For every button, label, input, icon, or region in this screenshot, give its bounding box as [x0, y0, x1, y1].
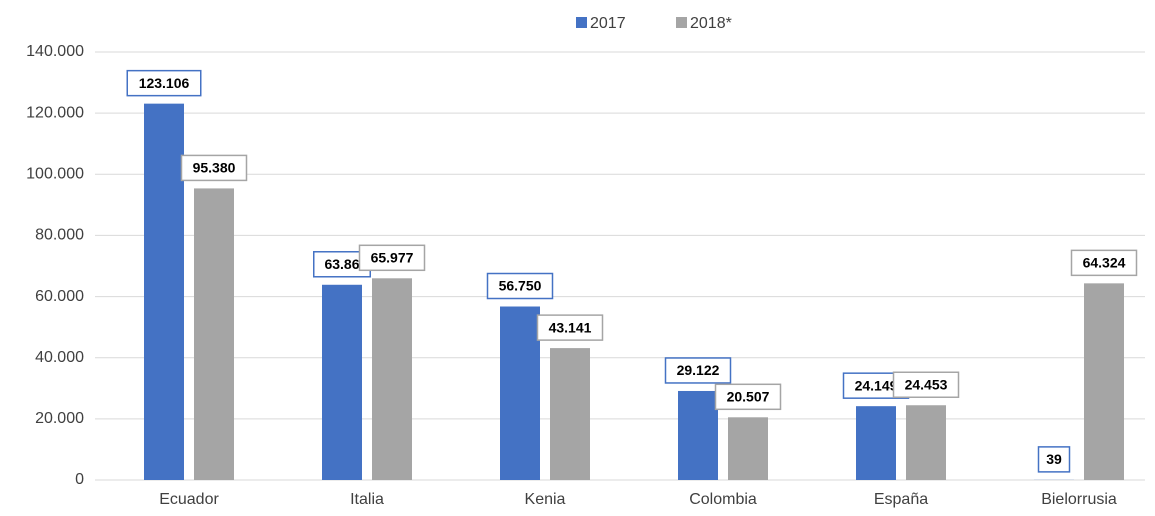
y-tick-label: 100.000: [26, 166, 84, 183]
legend-swatch: [676, 17, 687, 28]
x-tick-label: Bielorrusia: [1041, 491, 1117, 508]
bar: [550, 348, 590, 480]
y-tick-label: 20.000: [35, 410, 84, 427]
bar: [728, 417, 768, 480]
value-label: 64.324: [1083, 255, 1126, 271]
y-tick-label: 120.000: [26, 104, 84, 121]
bar: [678, 390, 718, 480]
y-tick-label: 0: [75, 471, 84, 488]
value-label: 24.149: [855, 377, 898, 393]
x-tick-label: Kenia: [525, 491, 566, 508]
y-tick-label: 140.000: [26, 43, 84, 60]
value-label: 29.122: [677, 362, 720, 378]
bar: [906, 405, 946, 480]
value-label: 63.86: [324, 256, 359, 272]
x-tick-label: Ecuador: [159, 491, 219, 508]
bar: [1084, 283, 1124, 480]
value-label: 43.141: [549, 319, 592, 335]
legend-label: 2018*: [690, 15, 732, 32]
value-label: 56.750: [499, 278, 542, 294]
value-label-box: [180, 154, 248, 182]
value-label-box: [536, 314, 604, 341]
value-label-box: [486, 272, 554, 300]
value-label: 20.507: [727, 389, 770, 405]
value-label: 39: [1046, 451, 1062, 467]
value-label-box: [1037, 446, 1071, 473]
value-label-box: [714, 383, 782, 411]
bar: [144, 103, 184, 480]
bar: [500, 306, 540, 480]
y-tick-label: 60.000: [35, 288, 84, 305]
legend-swatch: [576, 17, 587, 28]
bar: [372, 278, 412, 480]
value-label-box: [892, 371, 960, 398]
value-label: 95.380: [193, 160, 236, 176]
x-tick-label: Italia: [350, 491, 384, 508]
value-label: 123.106: [139, 75, 190, 91]
x-tick-label: España: [874, 491, 928, 508]
value-label-box: [664, 357, 732, 384]
value-label-box: [126, 69, 202, 97]
value-label: 24.453: [905, 376, 948, 392]
value-label: 65.977: [371, 250, 414, 266]
bar: [856, 406, 896, 480]
y-tick-label: 80.000: [35, 227, 84, 244]
y-tick-label: 40.000: [35, 349, 84, 366]
value-label-box: [1070, 249, 1138, 277]
bar: [322, 284, 362, 480]
value-label-box: [358, 244, 426, 272]
x-tick-label: Colombia: [689, 491, 757, 508]
legend-label: 2017: [590, 15, 626, 32]
bar: [194, 188, 234, 480]
